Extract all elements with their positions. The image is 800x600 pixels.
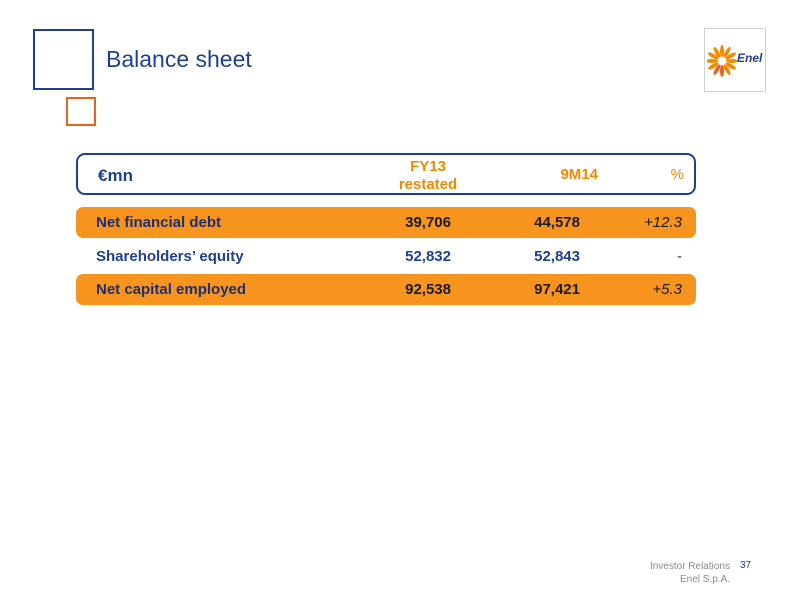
footer-company: Enel S.p.A.: [679, 574, 730, 585]
enel-flower-icon: [707, 45, 737, 77]
row-label: Shareholders’ equity: [96, 248, 244, 265]
table-row: Net capital employed 92,538 97,421 +5.3: [76, 274, 696, 305]
table-row: Net financial debt 39,706 44,578 +12.3: [76, 207, 696, 238]
row-value-9m14: 52,843: [534, 248, 580, 265]
footer: Investor Relations Enel S.p.A.: [650, 560, 730, 586]
column-header-9m14: 9M14: [560, 166, 598, 183]
decorative-square-blue: [33, 29, 94, 90]
unit-label: €mn: [98, 166, 133, 185]
logo-wordmark: Enel: [737, 51, 763, 65]
row-label: Net capital employed: [96, 281, 247, 298]
row-value-percent: -: [677, 248, 682, 265]
footer-department: Investor Relations: [649, 561, 730, 572]
row-value-percent: +5.3: [652, 281, 682, 298]
row-label: Net financial debt: [96, 214, 222, 231]
row-value-fy13: 52,832: [405, 248, 451, 265]
table-header: €mn FY13 restated 9M14 %: [76, 153, 696, 195]
enel-logo: Enel: [704, 28, 766, 92]
table-row: Shareholders’ equity 52,832 52,843 -: [76, 241, 696, 272]
decorative-square-orange: [66, 97, 96, 126]
column-header-fy13: FY13 restated: [388, 158, 468, 194]
row-value-percent: +12.3: [644, 214, 682, 231]
row-value-9m14: 97,421: [534, 281, 580, 298]
row-value-fy13: 92,538: [405, 281, 451, 298]
column-header-percent: %: [670, 166, 684, 183]
page-number: 37: [740, 560, 752, 571]
row-value-fy13: 39,706: [405, 214, 451, 231]
column-header-fy13-line2: restated: [398, 176, 458, 193]
column-header-fy13-line1: FY13: [410, 158, 446, 175]
slide-title: Balance sheet: [106, 46, 252, 72]
row-value-9m14: 44,578: [534, 214, 580, 231]
